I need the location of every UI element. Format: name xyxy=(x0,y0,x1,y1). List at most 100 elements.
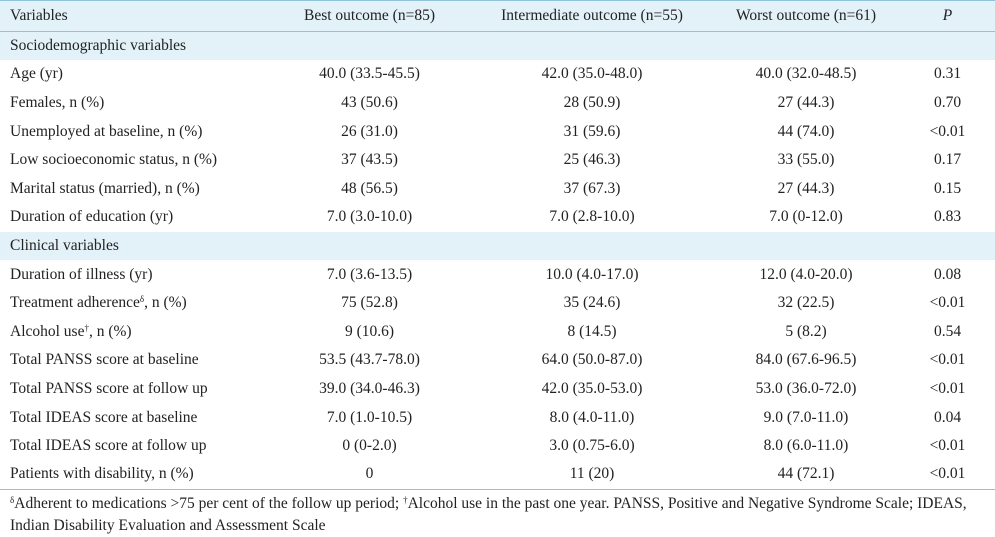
row-label-text: Total IDEAS score at follow up xyxy=(10,437,207,455)
header-row: Variables Best outcome (n=85) Intermedia… xyxy=(0,0,995,32)
value-worst: 7.0 (0-12.0) xyxy=(769,208,843,226)
row-label-text: Duration of education (yr) xyxy=(10,208,174,226)
table-footnote: δAdherent to medications >75 per cent of… xyxy=(0,490,995,537)
value-worst: 40.0 (32.0-48.5) xyxy=(755,65,857,83)
value-intermediate: 31 (59.6) xyxy=(563,122,621,140)
value-worst: 44 (74.0) xyxy=(777,122,835,140)
value-worst: 53.0 (36.0-72.0) xyxy=(755,379,857,397)
value-best: 40.0 (33.5-45.5) xyxy=(319,65,420,83)
footnote-marker: δ xyxy=(139,294,145,305)
table-row: Alcohol use†, n (%) 9 (10.6) 8 (14.5) 5 (8.… xyxy=(0,317,995,346)
p-value: <0.01 xyxy=(929,379,966,397)
table-row: Total IDEAS score at follow up 0 (0-2.0) 3… xyxy=(0,432,995,461)
value-intermediate: 42.0 (35.0-53.0) xyxy=(541,379,643,397)
row-label: Alcohol use†, n (%) xyxy=(0,317,267,346)
p-value: 0.08 xyxy=(933,265,962,283)
p-value: 0.17 xyxy=(933,151,962,169)
footnote-delta-marker: δ xyxy=(10,494,15,505)
table-row: Total PANSS score at follow up 39.0 (34.0… xyxy=(0,375,995,404)
value-best: 75 (52.8) xyxy=(341,294,398,312)
row-label: Total PANSS score at follow up xyxy=(0,375,267,404)
row-label: Marital status (married), n (%) xyxy=(0,174,267,203)
p-value: 0.04 xyxy=(933,408,962,426)
row-label-text: Marital status (married), n (%) xyxy=(10,179,200,197)
value-intermediate: 3.0 (0.75-6.0) xyxy=(549,437,635,455)
value-worst: 32 (22.5) xyxy=(777,294,835,312)
row-label: Unemployed at baseline, n (%) xyxy=(0,117,267,146)
p-value: 0.31 xyxy=(933,65,962,83)
row-label: Treatment adherenceδ, n (%) xyxy=(0,289,267,318)
section-header-row: Sociodemographic variables xyxy=(0,31,995,61)
value-intermediate: 28 (50.9) xyxy=(563,93,621,111)
section-title: Sociodemographic variables xyxy=(0,31,995,61)
table-row: Duration of education (yr) 7.0 (3.0-10.0)… xyxy=(0,203,995,232)
section-header-row: Clinical variables xyxy=(0,231,995,261)
value-intermediate: 10.0 (4.0-17.0) xyxy=(545,265,639,283)
p-value: <0.01 xyxy=(929,351,966,369)
value-best: 48 (56.5) xyxy=(341,179,398,197)
table-row: Marital status (married), n (%) 48 (56.5)… xyxy=(0,174,995,203)
p-value: <0.01 xyxy=(929,294,966,312)
footnote-marker: † xyxy=(84,322,89,333)
table-row: Females, n (%) 43 (50.6) 28 (50.9) 27 (44.3… xyxy=(0,89,995,118)
row-label-text: Low socioeconomic status, n (%) xyxy=(10,151,218,169)
row-label-text: Patients with disability, n (%) xyxy=(10,465,194,483)
value-worst: 8.0 (6.0-11.0) xyxy=(763,437,849,455)
p-value: 0.83 xyxy=(933,208,962,226)
row-label: Total IDEAS score at follow up xyxy=(0,432,267,461)
table-row: Age (yr) 40.0 (33.5-45.5) 42.0 (35.0-48.0)… xyxy=(0,60,995,89)
row-label-text: Total PANSS score at follow up xyxy=(10,379,208,397)
value-intermediate: 37 (67.3) xyxy=(563,179,621,197)
section-title: Clinical variables xyxy=(0,231,995,261)
table-row: Total PANSS score at baseline 53.5 (43.7-… xyxy=(0,346,995,375)
table-row: Low socioeconomic status, n (%) 37 (43.5)… xyxy=(0,146,995,175)
value-intermediate: 7.0 (2.8-10.0) xyxy=(549,208,635,226)
row-label: Total IDEAS score at baseline xyxy=(0,403,267,432)
value-best: 7.0 (3.0-10.0) xyxy=(326,208,413,226)
value-best: 7.0 (1.0-10.5) xyxy=(326,408,413,426)
p-value: <0.01 xyxy=(929,437,966,455)
value-best: 37 (43.5) xyxy=(341,151,398,169)
table-body: Sociodemographic variables Age (yr) 40.0 (… xyxy=(0,31,995,490)
row-label: Females, n (%) xyxy=(0,89,267,118)
row-label-suffix: , n (%) xyxy=(88,322,132,340)
table-row: Duration of illness (yr) 7.0 (3.6-13.5) 10… xyxy=(0,260,995,289)
value-intermediate: 25 (46.3) xyxy=(563,151,621,169)
row-label: Duration of illness (yr) xyxy=(0,260,267,289)
header-p-value: P xyxy=(900,0,995,32)
footnote-dagger-marker: † xyxy=(403,494,408,505)
row-label-text: Females, n (%) xyxy=(10,93,105,111)
p-value: 0.54 xyxy=(933,322,962,340)
row-label: Patients with disability, n (%) xyxy=(0,460,267,490)
value-worst: 33 (55.0) xyxy=(777,151,835,169)
value-worst: 9.0 (7.0-11.0) xyxy=(763,408,849,426)
header-best-outcome: Best outcome (n=85) xyxy=(267,0,472,32)
value-best: 9 (10.6) xyxy=(344,322,395,340)
row-label-text: Age (yr) xyxy=(10,65,63,83)
p-value: <0.01 xyxy=(929,122,966,140)
value-best: 53.5 (43.7-78.0) xyxy=(319,351,420,369)
value-worst: 27 (44.3) xyxy=(777,93,835,111)
value-best: 0 (0-2.0) xyxy=(342,437,397,455)
p-value: 0.70 xyxy=(933,93,962,111)
row-label-suffix: , n (%) xyxy=(144,294,187,312)
row-label: Total PANSS score at baseline xyxy=(0,346,267,375)
row-label-text: Total PANSS score at baseline xyxy=(10,351,199,369)
value-best: 0 xyxy=(267,460,472,490)
row-label-text: Unemployed at baseline, n (%) xyxy=(10,122,203,140)
p-value: <0.01 xyxy=(900,460,995,490)
table-row: Unemployed at baseline, n (%) 26 (31.0) 31… xyxy=(0,117,995,146)
row-label: Low socioeconomic status, n (%) xyxy=(0,146,267,175)
value-intermediate: 11 (20) xyxy=(472,460,712,490)
row-label-text: Treatment adherence xyxy=(10,294,140,312)
value-intermediate: 8 (14.5) xyxy=(567,322,617,340)
table-row: Patients with disability, n (%) 0 11 (20) 4… xyxy=(0,460,995,490)
value-worst: 44 (72.1) xyxy=(712,460,900,490)
footnote-abbreviations-text: Alcohol use in the past one year. PANSS,… xyxy=(10,494,967,534)
header-intermediate-outcome: Intermediate outcome (n=55) xyxy=(472,0,712,32)
value-intermediate: 64.0 (50.0-87.0) xyxy=(541,351,643,369)
header-variables: Variables xyxy=(0,0,267,32)
row-label: Age (yr) xyxy=(0,60,267,89)
row-label-text: Alcohol use xyxy=(10,322,85,340)
row-label-text: Duration of illness (yr) xyxy=(10,265,153,283)
